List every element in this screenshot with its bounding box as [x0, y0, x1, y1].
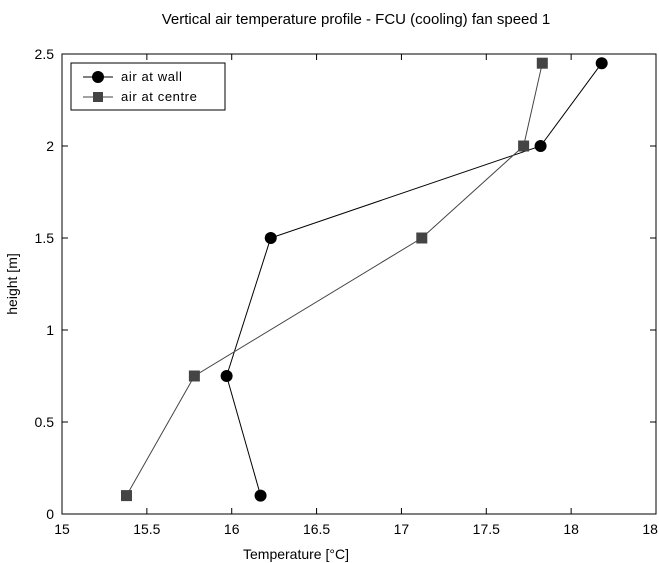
- y-axis-label: height [m]: [4, 253, 20, 314]
- legend-box: [70, 62, 226, 111]
- y-tick-label: 0.5: [35, 414, 55, 430]
- x-tick-label: 18: [563, 521, 579, 537]
- legend-marker-wall: [92, 71, 104, 83]
- plot-frame: [61, 53, 657, 515]
- x-axis-label: Temperature [°C]: [243, 546, 349, 562]
- data-point-square: [120, 490, 132, 502]
- chart-title: Vertical air temperature profile - FCU (…: [162, 11, 551, 28]
- data-point-circle: [595, 57, 608, 70]
- y-tick-label: 2.5: [35, 46, 55, 62]
- y-tick-label: 1.5: [35, 230, 55, 246]
- data-point-square: [536, 57, 548, 69]
- data-point-circle: [254, 489, 267, 502]
- x-axis: 15 15.5 16 16.5 17 17.5 18 18.5: [54, 54, 659, 537]
- data-point-square: [188, 370, 200, 382]
- x-tick-label: 15: [54, 521, 70, 537]
- series-line-0: [226, 62, 603, 496]
- legend-marker-centre: [93, 92, 103, 102]
- y-tick-label: 1: [46, 322, 54, 338]
- x-tick-label: 18.5: [642, 521, 659, 537]
- data-point-circle: [220, 370, 233, 382]
- x-tick-label: 17.5: [473, 521, 500, 537]
- legend-label-wall: air at wall: [121, 69, 183, 84]
- x-tick-label: 17: [394, 521, 410, 537]
- data-point-square: [416, 232, 428, 244]
- series-layer: [120, 57, 608, 502]
- data-point-circle: [264, 232, 277, 244]
- series-line-1: [126, 63, 543, 496]
- legend-label-centre: air at centre: [121, 89, 197, 104]
- data-point-circle: [534, 140, 547, 152]
- x-tick-label: 15.5: [133, 521, 160, 537]
- y-axis: 0 0.5 1 1.5 2 2.5: [35, 46, 656, 522]
- data-point-square: [518, 140, 530, 152]
- y-tick-label: 0: [46, 506, 54, 522]
- x-tick-label: 16: [224, 521, 240, 537]
- y-tick-label: 2: [46, 138, 54, 154]
- legend: air at wall air at centre: [70, 62, 226, 111]
- x-tick-label: 16.5: [303, 521, 330, 537]
